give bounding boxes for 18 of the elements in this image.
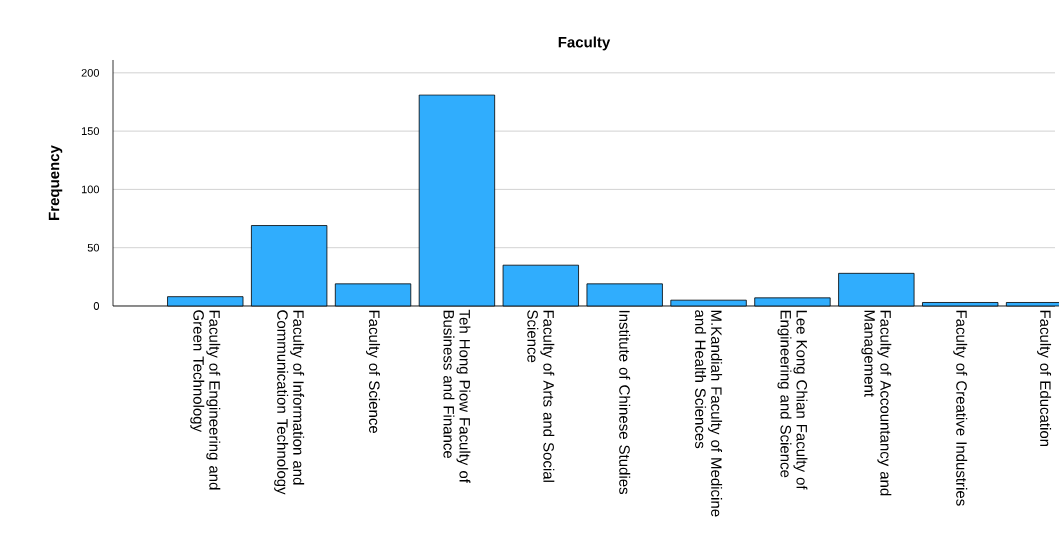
x-tick-label: Institute of Chinese Studies xyxy=(619,310,631,495)
x-tick-label: Faculty of Education xyxy=(1037,310,1052,447)
x-tick-label: Lee Kong Chian Faculty of Engineering and Science xyxy=(777,310,808,490)
x-tick-label: Teh Hong Piow Faculty of Business and Finance xyxy=(443,309,471,483)
y-axis-title: Frequency xyxy=(48,145,63,220)
y-tick-label: 50 xyxy=(87,243,100,252)
x-tick-label: Faculty of Accountancy and Management xyxy=(861,310,892,496)
x-tick-label: M.Kandiah Faculty of Medicine and Health Sciences xyxy=(695,310,723,517)
y-tick-label: 150 xyxy=(81,127,100,136)
y-tick-label: 0 xyxy=(93,302,100,310)
y-tick-label: 200 xyxy=(81,68,100,77)
x-tick-label: Faculty of Creative Industries xyxy=(953,310,968,506)
y-tick-label: 100 xyxy=(81,185,100,194)
x-tick-label: Faculty of Engineering and Green Technology xyxy=(190,310,221,490)
x-tick-label: Faculty of Arts and Social Science xyxy=(527,310,555,482)
x-tick-label: Faculty of Information and Communication Technology xyxy=(274,310,305,495)
x-tick-label: Faculty of Science xyxy=(366,310,381,434)
chart-title: Faculty xyxy=(558,36,611,51)
